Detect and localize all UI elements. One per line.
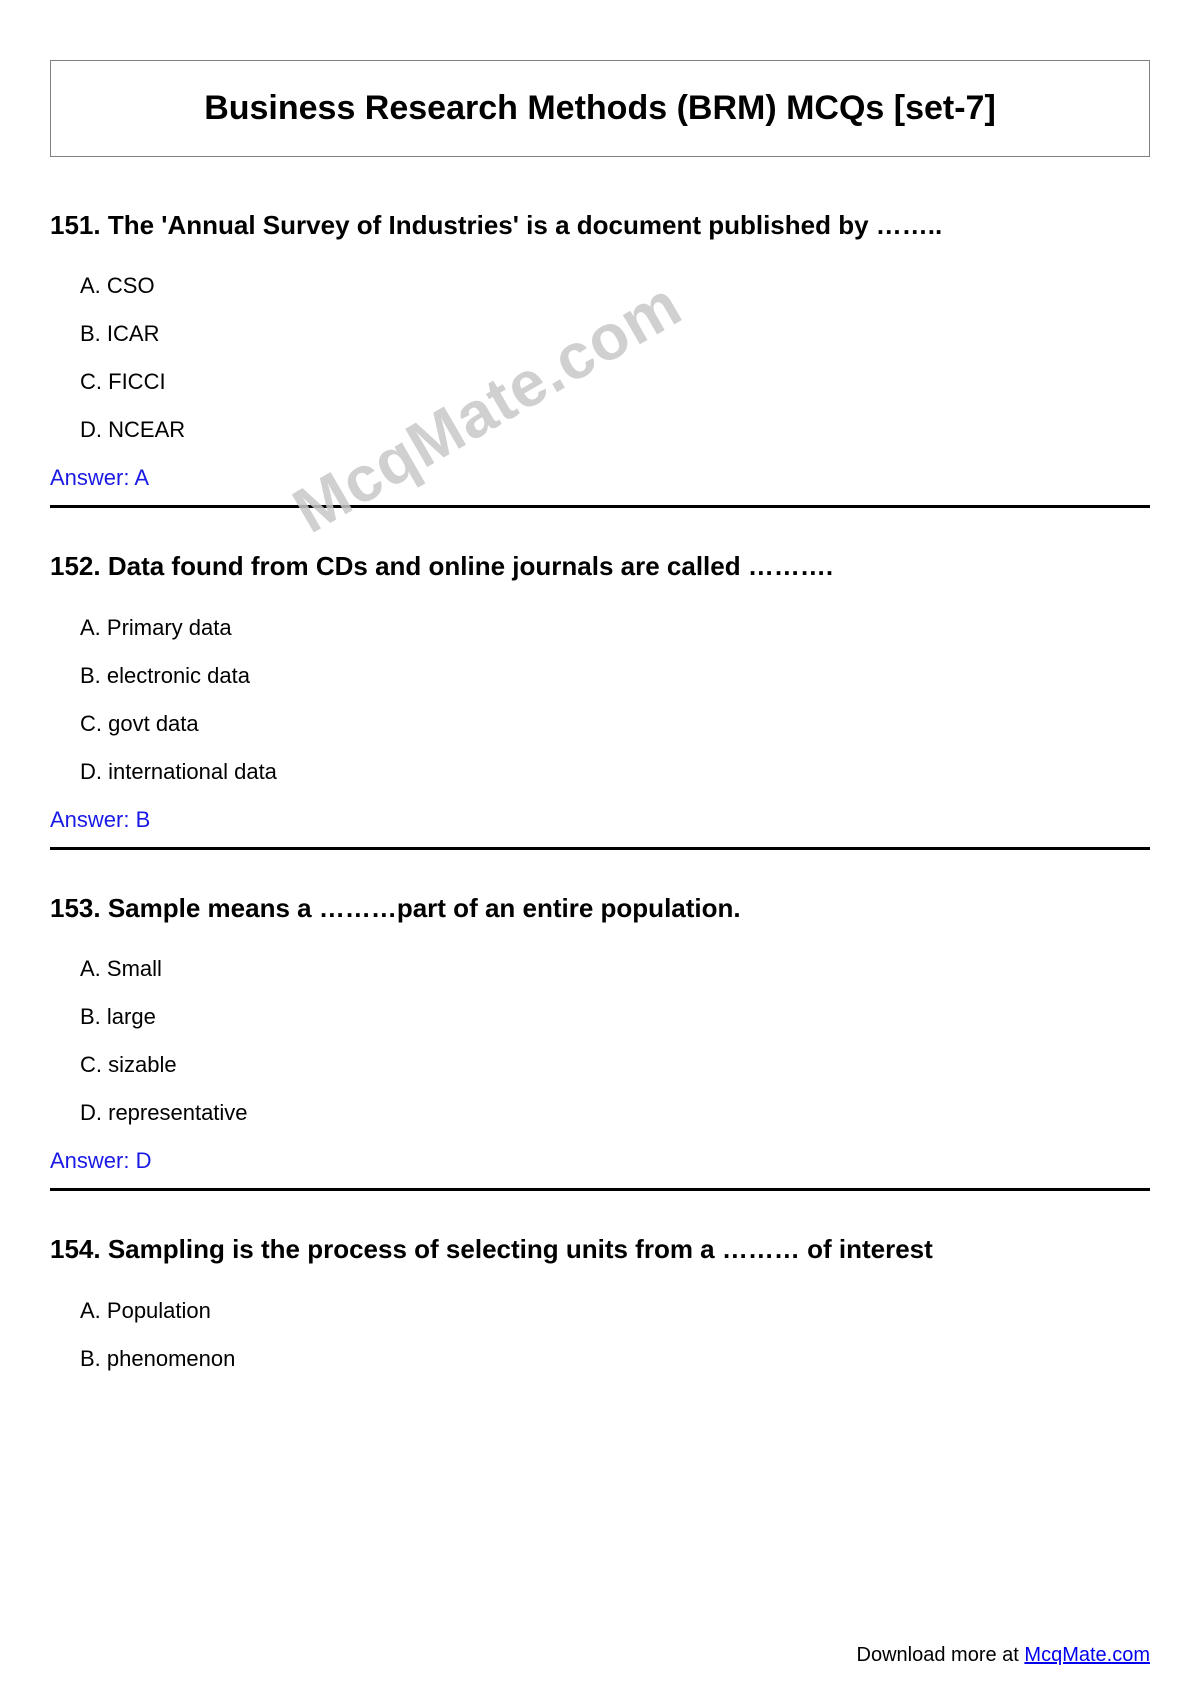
option-b: B. electronic data	[80, 663, 1150, 689]
option-b: B. large	[80, 1004, 1150, 1030]
option-d: D. NCEAR	[80, 417, 1150, 443]
footer-prefix: Download more at	[857, 1644, 1025, 1666]
option-c: C. govt data	[80, 711, 1150, 737]
option-a: A. Population	[80, 1298, 1150, 1324]
option-b: B. ICAR	[80, 321, 1150, 347]
question-block: 153. Sample means a ………part of an entire…	[50, 890, 1150, 1174]
question-text: 153. Sample means a ………part of an entire…	[50, 890, 1150, 926]
question-body: The 'Annual Survey of Industries' is a d…	[108, 210, 942, 240]
footer: Download more at McqMate.com	[857, 1644, 1150, 1667]
option-a: A. Small	[80, 956, 1150, 982]
question-text: 151. The 'Annual Survey of Industries' i…	[50, 207, 1150, 243]
option-a: A. Primary data	[80, 615, 1150, 641]
divider	[50, 505, 1150, 508]
divider	[50, 1188, 1150, 1191]
title-box: Business Research Methods (BRM) MCQs [se…	[50, 60, 1150, 157]
option-b: B. phenomenon	[80, 1346, 1150, 1372]
option-d: D. representative	[80, 1100, 1150, 1126]
options-list: A. Population B. phenomenon	[50, 1298, 1150, 1372]
option-a: A. CSO	[80, 273, 1150, 299]
question-body: Sample means a ………part of an entire popu…	[108, 893, 741, 923]
footer-link[interactable]: McqMate.com	[1024, 1644, 1150, 1666]
question-number: 154	[50, 1234, 93, 1264]
question-body: Sampling is the process of selecting uni…	[108, 1234, 933, 1264]
question-body: Data found from CDs and online journals …	[108, 551, 833, 581]
question-block: 151. The 'Annual Survey of Industries' i…	[50, 207, 1150, 491]
answer-text: Answer: D	[0, 1148, 1150, 1174]
question-block: 154. Sampling is the process of selectin…	[50, 1231, 1150, 1371]
options-list: A. Primary data B. electronic data C. go…	[50, 615, 1150, 785]
answer-text: Answer: A	[0, 465, 1150, 491]
answer-text: Answer: B	[0, 807, 1150, 833]
page-title: Business Research Methods (BRM) MCQs [se…	[71, 89, 1129, 128]
question-number: 151	[50, 210, 93, 240]
options-list: A. CSO B. ICAR C. FICCI D. NCEAR	[50, 273, 1150, 443]
question-text: 152. Data found from CDs and online jour…	[50, 548, 1150, 584]
question-text: 154. Sampling is the process of selectin…	[50, 1231, 1150, 1267]
question-block: 152. Data found from CDs and online jour…	[50, 548, 1150, 832]
question-number: 153	[50, 893, 93, 923]
option-d: D. international data	[80, 759, 1150, 785]
option-c: C. sizable	[80, 1052, 1150, 1078]
option-c: C. FICCI	[80, 369, 1150, 395]
page-container: McqMate.com Business Research Methods (B…	[0, 0, 1200, 1697]
question-number: 152	[50, 551, 93, 581]
options-list: A. Small B. large C. sizable D. represen…	[50, 956, 1150, 1126]
divider	[50, 847, 1150, 850]
